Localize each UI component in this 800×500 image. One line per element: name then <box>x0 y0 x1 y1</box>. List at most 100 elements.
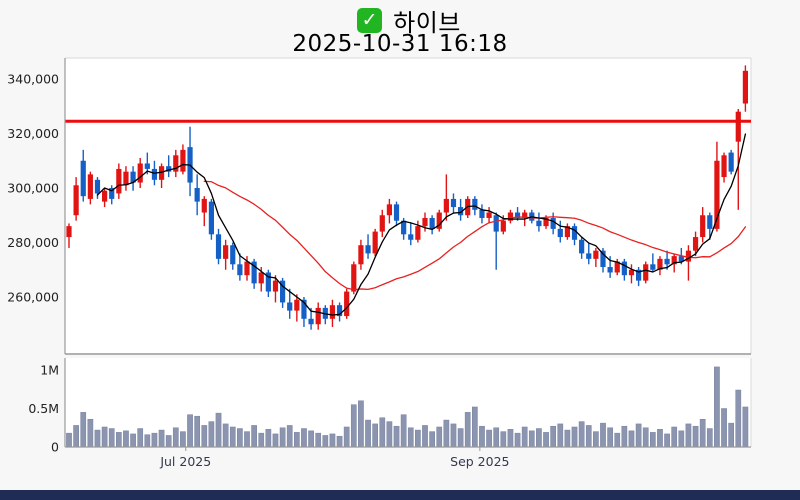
volume-bar <box>692 425 699 448</box>
volume-bar <box>429 431 435 448</box>
volume-bar <box>557 423 564 448</box>
volume-bar <box>315 432 322 448</box>
candle-body <box>109 188 115 199</box>
volume-bar <box>386 421 393 448</box>
volume-bar <box>685 423 692 448</box>
candle-body <box>358 245 364 265</box>
candle-body <box>436 212 442 229</box>
candle-body <box>458 207 464 216</box>
month-tick-label: Jul 2025 <box>159 454 211 469</box>
volume-tick-label: 0.5M <box>28 401 59 416</box>
price-tick-label: 320,000 <box>7 126 59 141</box>
price-tick-label: 280,000 <box>7 235 59 250</box>
candle-body <box>593 250 599 259</box>
price-tick-label: 300,000 <box>7 181 59 196</box>
volume-bar <box>407 427 414 448</box>
volume-bar <box>101 426 108 448</box>
candle-body <box>507 212 514 221</box>
volume-bar <box>571 426 578 448</box>
candle-body <box>215 234 222 259</box>
check-glyph: ✓ <box>361 9 378 31</box>
candle-body <box>393 204 400 221</box>
candle-body <box>643 264 649 281</box>
volume-bar <box>642 427 649 448</box>
volume-bar <box>664 433 670 448</box>
candle-body <box>223 245 229 259</box>
candle-body <box>73 185 79 216</box>
price-plot-area <box>65 58 751 354</box>
volume-bar <box>528 430 535 448</box>
volume-bar <box>500 431 507 448</box>
volume-bar <box>457 428 464 448</box>
volume-bar <box>436 426 443 448</box>
candle-body <box>137 163 143 183</box>
volume-bar <box>422 425 428 448</box>
volume-bar <box>308 430 314 448</box>
volume-bar <box>614 432 621 448</box>
candle-body <box>280 280 286 303</box>
chart-title-row: ✓ 하이브 <box>9 3 800 38</box>
volume-bar <box>272 433 279 448</box>
volume-bar <box>165 435 172 448</box>
candle-body <box>151 168 158 180</box>
volume-bars-group <box>66 366 749 448</box>
volume-bar <box>115 432 122 448</box>
candle-body <box>486 212 492 218</box>
volume-bar <box>628 430 635 448</box>
candle-body <box>237 264 243 276</box>
candle-body <box>308 318 314 325</box>
candle-body <box>600 250 606 268</box>
volume-bar <box>322 435 329 448</box>
volume-bar <box>372 423 379 448</box>
price-tick-label: 260,000 <box>7 290 59 305</box>
volume-bar <box>293 432 300 448</box>
volume-bar <box>358 400 364 448</box>
candle-body <box>707 215 713 229</box>
volume-bar <box>742 406 749 448</box>
candle-body <box>479 209 485 218</box>
candle-body <box>315 307 321 325</box>
volume-bar <box>464 412 471 448</box>
volume-bar <box>80 412 87 448</box>
volume-bar <box>201 425 208 448</box>
footer-bar <box>0 490 800 500</box>
volume-bar <box>215 412 222 448</box>
candle-body <box>429 217 435 229</box>
ma-long-line <box>203 180 747 291</box>
volume-bar <box>593 431 599 448</box>
candle-body <box>166 166 172 172</box>
volume-bar <box>721 408 727 448</box>
candle-body <box>671 256 677 265</box>
volume-bar <box>443 419 450 448</box>
volume-bar <box>222 423 229 448</box>
volume-bar <box>379 417 386 448</box>
volume-bar <box>493 427 500 448</box>
volume-bar <box>550 425 557 448</box>
candle-body <box>408 234 414 240</box>
volume-bar <box>471 406 478 448</box>
volume-bar <box>208 421 215 448</box>
volume-bar <box>585 425 592 448</box>
candle-body <box>294 299 300 311</box>
candle-body <box>700 215 706 238</box>
candle-body <box>287 302 293 311</box>
volume-bar <box>172 427 179 448</box>
volume-bar <box>486 429 492 448</box>
candle-body <box>742 70 748 104</box>
candle-body <box>80 160 86 197</box>
candle-body <box>265 272 271 292</box>
candle-body <box>586 253 592 259</box>
volume-bar <box>393 425 400 448</box>
candle-body <box>692 237 699 251</box>
volume-tick-label: 1M <box>40 363 59 378</box>
volume-bar <box>728 422 735 448</box>
volume-bar <box>706 428 713 448</box>
candle-body <box>493 215 499 232</box>
candle-body <box>230 245 236 265</box>
volume-bar <box>343 426 350 448</box>
candle-body <box>728 152 734 172</box>
volume-bar <box>123 430 129 448</box>
candle-body <box>386 204 392 216</box>
volume-bar <box>607 427 613 448</box>
volume-bar <box>329 433 336 448</box>
